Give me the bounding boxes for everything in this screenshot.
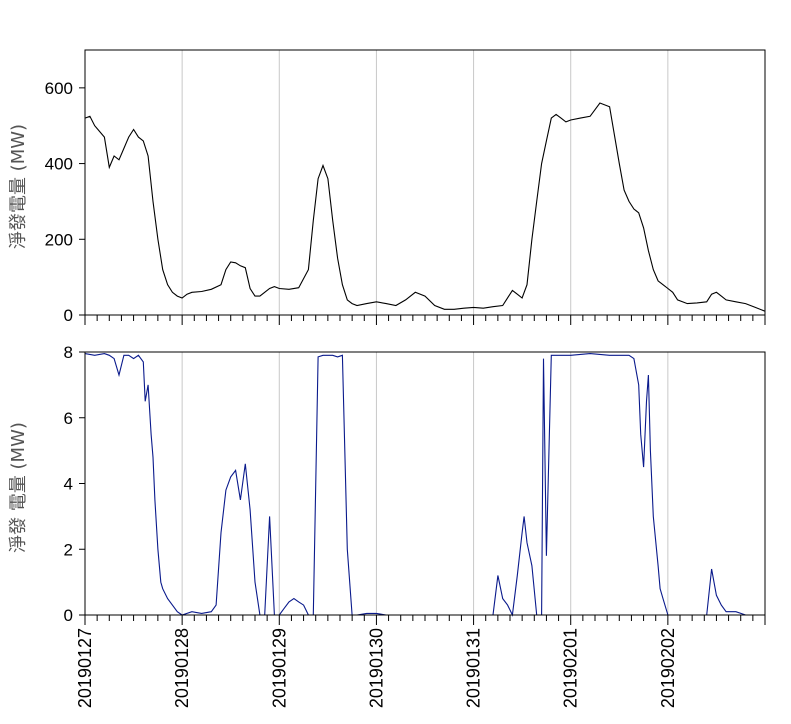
date-label: 20190127	[75, 628, 95, 708]
top-y-axis: 0 200 400 600	[45, 79, 85, 325]
top-gridlines	[181, 50, 669, 315]
y-tick-label: 8	[64, 343, 73, 362]
bottom-gridlines	[181, 352, 669, 615]
bottom-x-axis	[84, 615, 766, 625]
top-y-axis-title: 淨發電量 (MW)	[8, 124, 29, 249]
y-tick-label: 0	[64, 306, 73, 325]
bottom-y-axis: 0 2 4 6 8	[64, 343, 85, 625]
bottom-series-line	[84, 353, 765, 617]
top-series-line	[84, 102, 766, 312]
top-plot-frame	[84, 49, 766, 316]
y-tick-label: 200	[45, 230, 73, 249]
date-label: 20190202	[658, 628, 678, 708]
date-label: 20190130	[366, 628, 386, 708]
y-tick-label: 2	[64, 540, 73, 559]
top-x-axis	[84, 315, 766, 325]
bottom-plot-frame	[84, 351, 766, 616]
top-chart-panel: 0 200 400 600 淨發電量 (MW)	[8, 49, 766, 325]
y-tick-label: 400	[45, 155, 73, 174]
bottom-y-axis-title: 淨發 電量 (MW)	[8, 422, 29, 553]
date-label: 20190131	[464, 628, 484, 708]
y-tick-label: 0	[64, 606, 73, 625]
date-tick-labels: 20190127 20190128 20190129 20190130 20190131…	[75, 628, 678, 708]
date-label: 20190201	[561, 628, 581, 708]
date-label: 20190129	[269, 628, 289, 708]
y-tick-label: 600	[45, 79, 73, 98]
date-label: 20190128	[172, 628, 192, 708]
y-tick-label: 4	[64, 475, 73, 494]
y-tick-label: 6	[64, 409, 73, 428]
